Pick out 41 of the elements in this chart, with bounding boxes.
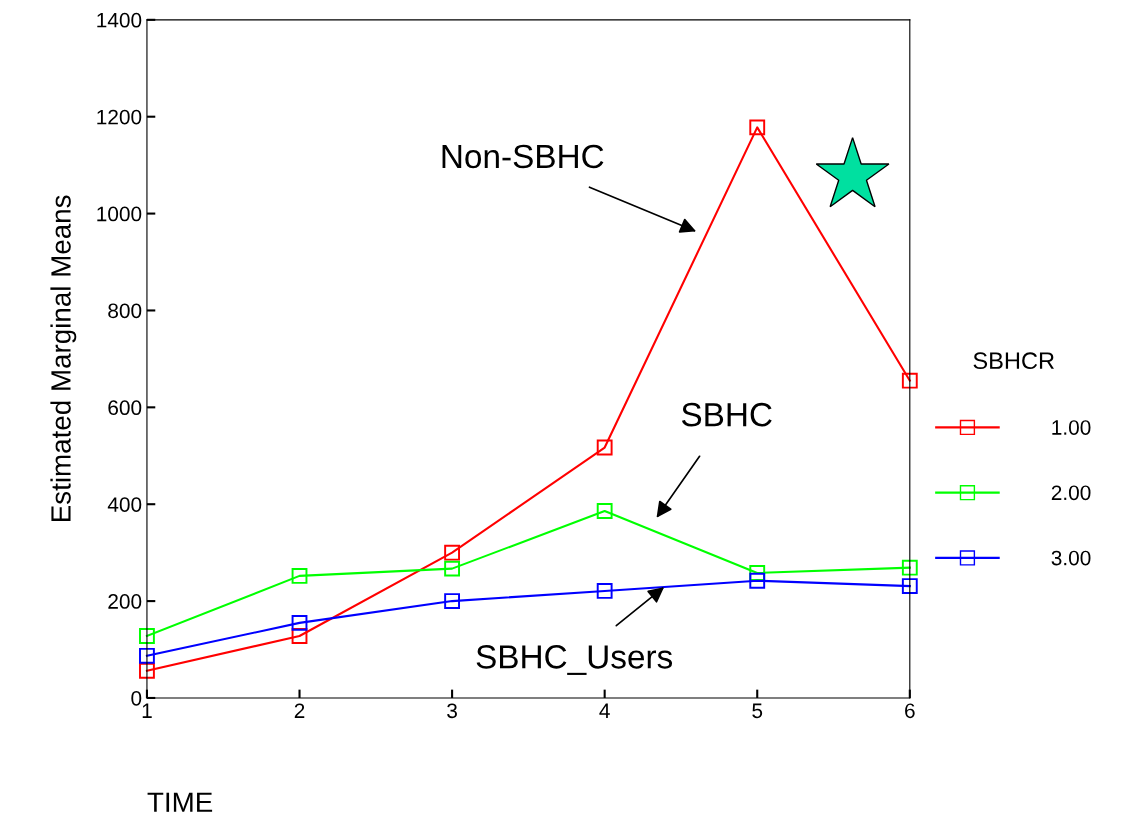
- y-tick-label: 0: [131, 690, 142, 706]
- point: [444, 593, 460, 610]
- x-axis-title: TIME: [147, 792, 213, 812]
- point: [291, 628, 308, 644]
- y-tick-label: 1400: [97, 12, 142, 28]
- text: 1.00: [1052, 420, 1091, 435]
- x-tick-label: 4: [599, 703, 610, 718]
- x-tick-label: 2: [294, 703, 305, 718]
- point: [596, 503, 613, 519]
- y-tick-label: 400: [107, 497, 142, 512]
- y-tick-label: 600: [108, 400, 142, 416]
- point: [596, 439, 613, 456]
- point: [139, 628, 155, 644]
- point: [444, 560, 460, 577]
- point: [901, 578, 918, 594]
- point: [749, 119, 766, 136]
- x-tick-label: 3: [447, 703, 457, 719]
- x-tick-label: 1: [142, 703, 152, 718]
- point: [139, 662, 155, 679]
- annotation: SBHC_Users: [476, 645, 673, 675]
- y-tick-label: 800: [108, 303, 142, 319]
- point: [291, 614, 308, 631]
- text: 3.00: [1051, 550, 1091, 566]
- x-tick-label: 6: [905, 703, 915, 719]
- point: [444, 544, 460, 561]
- y-axis-title: Estimated Marginal Means: [50, 195, 77, 522]
- point: [749, 565, 766, 581]
- point: [139, 647, 155, 664]
- point: [749, 572, 766, 589]
- annotation: Non-SBHC: [442, 144, 604, 169]
- annotation: SBHC: [681, 402, 772, 427]
- y-tick-label: 1200: [97, 109, 142, 125]
- y-tick-label: 1000: [97, 206, 142, 222]
- legend-title: SBHCR: [973, 352, 1054, 370]
- x-tick-label: 5: [752, 703, 763, 719]
- point: [901, 559, 918, 576]
- text: 2.00: [1051, 485, 1091, 501]
- point: [291, 567, 308, 584]
- point: [901, 372, 918, 389]
- y-tick-label: 200: [108, 594, 142, 609]
- point: [596, 583, 613, 599]
